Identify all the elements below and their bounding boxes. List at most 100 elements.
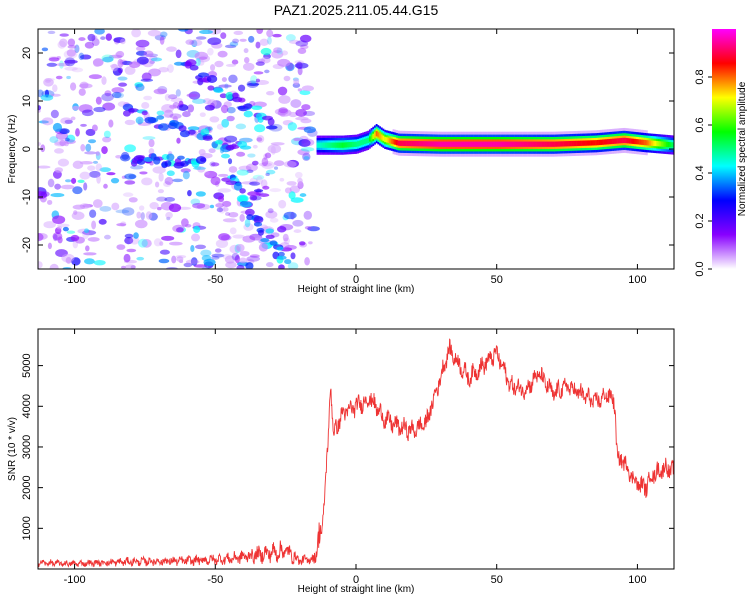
spectrogram-ridge-cell <box>316 142 319 148</box>
spectrogram-noise-blob <box>79 81 89 89</box>
spectrogram-noise-blob <box>176 137 181 144</box>
spectrogram-noise-blob <box>71 67 84 73</box>
spectrogram-noise-blob <box>52 122 63 132</box>
spectrogram-ridge-cell <box>561 141 564 147</box>
spectrogram-noise-blob <box>218 205 226 214</box>
spectrogram-noise-blob <box>260 47 272 56</box>
spectrogram-noise-blob <box>88 74 102 80</box>
spectrogram-ridge-cell <box>458 141 461 147</box>
spectrogram-ridge-cell <box>539 141 542 147</box>
spectrogram-noise-blob <box>110 177 120 184</box>
spectrogram-ridge-cell <box>672 142 674 148</box>
spectrogram-x-tick-label: 100 <box>628 274 646 286</box>
snr-panel: -100 -50 0 50 100 1000 2000 3000 4000 5000 Heigh… <box>7 328 675 595</box>
spectrogram-noise-blob <box>72 204 86 210</box>
spectrogram-noise-blob <box>44 77 55 82</box>
spectrogram-ridge-cell <box>546 141 549 147</box>
spectrogram-ridge-cell <box>345 142 348 148</box>
spectrogram-noise-blob <box>183 262 193 268</box>
spectrogram-noise-blob <box>175 254 187 259</box>
spectrogram-noise-blob <box>299 90 311 96</box>
spectrogram-ridge-cell <box>566 141 569 147</box>
spectrogram-noise-blob <box>91 124 98 132</box>
spectrogram-streak-blob <box>239 188 246 194</box>
spectrogram-ridge-cell <box>375 131 378 137</box>
spectrogram-streak-blob <box>200 128 210 136</box>
spectrogram-noise-blob <box>290 197 304 203</box>
spectrogram-streak-blob <box>243 103 253 109</box>
spectrogram-noise-blob <box>304 226 312 230</box>
spectrogram-ridge-cell <box>389 138 392 144</box>
spectrogram-ridge-cell <box>372 133 375 139</box>
spectrogram-noise-blob <box>169 104 178 109</box>
spectrogram-ridge-cell <box>374 132 376 138</box>
spectrogram-noise-blob <box>297 47 307 55</box>
spectrogram-ridge-cell <box>382 135 385 141</box>
spectrogram-streak-blob <box>133 155 145 162</box>
spectrogram-streak-blob <box>188 129 196 135</box>
spectrogram-ridge-cell <box>465 141 468 147</box>
spectrogram-noise-blob <box>95 163 102 172</box>
spectrogram-noise-blob <box>117 58 124 68</box>
spectrogram-noise-blob <box>145 211 153 220</box>
spectrogram-noise-blob <box>120 38 126 45</box>
spectrogram-noise-blob <box>186 93 198 98</box>
spectrogram-ridge-cell <box>563 141 566 147</box>
spectrogram-noise-blob <box>59 38 68 48</box>
spectrogram-noise-blob <box>48 57 60 62</box>
spectrogram-ridge-cell <box>634 138 636 145</box>
spectrogram-noise-blob <box>245 262 254 269</box>
spectrogram-noise-blob <box>258 162 272 167</box>
spectrogram-noise-blob <box>284 245 297 250</box>
spectrogram-noise-blob <box>254 124 266 133</box>
spectrogram-noise-blob <box>195 36 207 40</box>
spectrogram-noise-blob <box>124 144 136 153</box>
spectrogram-noise-blob <box>161 235 175 241</box>
spectrogram-streak-blob <box>243 110 253 118</box>
spectrogram-noise-blob <box>301 85 314 92</box>
spectrogram-noise-blob <box>168 203 182 213</box>
spectrogram-noise-blob <box>93 259 106 266</box>
spectrogram-ridge-cell <box>487 141 490 147</box>
spectrogram-noise-blob <box>264 152 272 159</box>
spectrogram-noise-blob <box>70 82 77 91</box>
spectrogram-ridge-cell <box>368 136 371 142</box>
spectrogram-ridge-cell <box>390 138 393 144</box>
spectrogram-x-tick-label: 50 <box>491 274 503 286</box>
spectrogram-ridge-cell <box>504 141 506 147</box>
spectrogram-ridge-cell <box>460 141 463 147</box>
spectrogram-noise-blob <box>71 257 81 266</box>
spectrogram-noise-blob <box>190 233 201 242</box>
spectrogram-noise-blob <box>80 144 86 152</box>
spectrogram-ridge-cell <box>598 139 601 146</box>
spectrogram-ridge-cell <box>613 138 616 144</box>
spectrogram-ridge-cell <box>335 142 338 148</box>
spectrogram-ridge-cell <box>492 141 495 147</box>
spectrogram-noise-blob <box>148 139 155 148</box>
spectrogram-noise-blob <box>99 205 112 212</box>
spectrogram-ridge-cell <box>664 141 667 147</box>
spectrogram-streak-blob <box>202 135 213 141</box>
spectrogram-ridge-cell <box>453 141 456 147</box>
spectrogram-noise-blob <box>50 192 65 198</box>
spectrogram-noise-blob <box>141 177 153 186</box>
spectrogram-noise-blob <box>224 44 237 49</box>
spectrogram-noise-blob <box>103 130 111 139</box>
spectrogram-ridge-cell <box>493 141 496 147</box>
spectrogram-noise-blob <box>72 105 80 111</box>
spectrogram-ridge-cell <box>534 141 537 147</box>
spectrogram-noise-blob <box>210 64 216 72</box>
spectrogram-noise-blob <box>243 223 254 231</box>
spectrogram-noise-blob <box>108 119 114 128</box>
spectrogram-noise-blob <box>38 105 42 111</box>
spectrogram-noise-blob <box>278 95 291 104</box>
spectrogram-noise-blob <box>101 93 114 102</box>
spectrogram-noise-blob <box>106 172 116 176</box>
spectrogram-ridge-cell <box>384 136 387 143</box>
spectrogram-noise-blob <box>38 142 42 146</box>
spectrogram-ridge-cell <box>605 139 608 145</box>
spectrogram-ridge-cell <box>328 142 331 148</box>
spectrogram-noise-blob <box>236 151 246 157</box>
spectrogram-ridge-cell <box>402 140 405 146</box>
spectrogram-ridge-cell <box>515 141 518 147</box>
